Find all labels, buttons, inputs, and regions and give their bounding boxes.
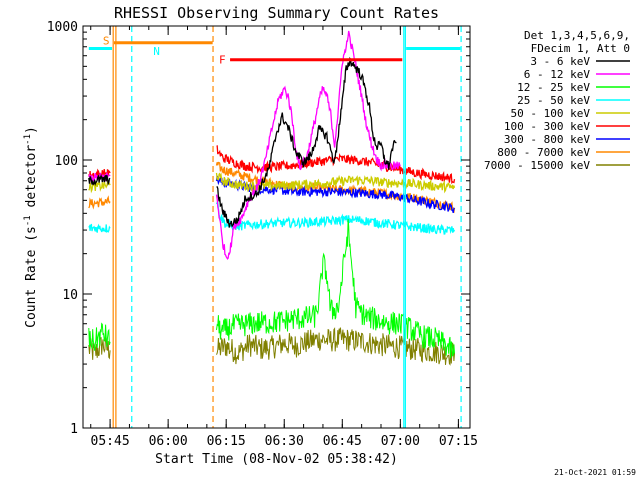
legend-header-0: Det 1,3,4,5,6,9, — [524, 29, 630, 42]
legend-label-7: 800 - 7000 keV — [497, 146, 590, 159]
series-line-2-seg-1 — [216, 218, 455, 359]
y-axis-label: Count Rate (s-1 detector-1) — [23, 126, 39, 328]
legend-label-3: 25 - 50 keV — [517, 94, 590, 107]
legend-label-8: 7000 - 15000 keV — [484, 159, 590, 172]
legend-header-1: FDecim 1, Att 0 — [531, 42, 630, 55]
y-axis-label-part-1: -1 — [23, 215, 33, 226]
x-tick-label-0: 05:45 — [91, 434, 130, 449]
legend-label-2: 12 - 25 keV — [517, 81, 590, 94]
y-tick-label-1: 10 — [62, 288, 78, 303]
series-line-3-seg-1 — [215, 201, 456, 235]
series-line-0-seg-1 — [216, 56, 397, 228]
series-line-1-seg-0 — [88, 172, 111, 183]
legend-label-0: 3 - 6 keV — [530, 55, 590, 68]
y-tick-label-2: 100 — [55, 154, 78, 169]
series-line-4-seg-0 — [88, 179, 111, 194]
flag-label-S: S — [103, 34, 110, 47]
y-tick-label-3: 1000 — [47, 20, 78, 35]
series-line-0-seg-0 — [88, 174, 111, 187]
legend-label-4: 50 - 100 keV — [511, 107, 591, 120]
y-axis-label-part-0: Count Rate (s — [24, 226, 39, 328]
x-tick-label-3: 06:30 — [265, 434, 304, 449]
plot-frame — [82, 25, 471, 429]
x-tick-label-2: 06:15 — [207, 434, 246, 449]
legend-label-5: 100 - 300 keV — [504, 120, 590, 133]
legend-label-6: 300 - 800 keV — [504, 133, 590, 146]
y-axis-label-part-3: -1 — [23, 134, 33, 145]
flag-label-F: F — [219, 54, 226, 67]
generation-timestamp: 21-Oct-2021 01:59 — [554, 468, 636, 477]
flag-label-N: N — [153, 45, 160, 58]
series-line-1-seg-1 — [215, 30, 401, 260]
x-tick-label-6: 07:15 — [439, 434, 478, 449]
series-line-2-seg-0 — [88, 322, 111, 351]
y-axis-label-part-4: ) — [24, 126, 39, 134]
legend-label-1: 6 - 12 keV — [524, 68, 591, 81]
series-line-3-seg-0 — [88, 223, 111, 234]
y-tick-label-0: 1 — [70, 422, 78, 437]
x-axis-label: Start Time (08-Nov-02 05:38:42) — [155, 452, 398, 467]
x-tick-label-1: 06:00 — [149, 434, 188, 449]
series-line-8-seg-1 — [216, 327, 455, 366]
y-axis-label-part-2: detector — [24, 145, 39, 216]
series-line-7-seg-0 — [88, 195, 111, 210]
chart-title: RHESSI Observing Summary Count Rates — [114, 4, 439, 22]
x-tick-label-5: 07:00 — [381, 434, 420, 449]
x-tick-label-4: 06:45 — [323, 434, 362, 449]
